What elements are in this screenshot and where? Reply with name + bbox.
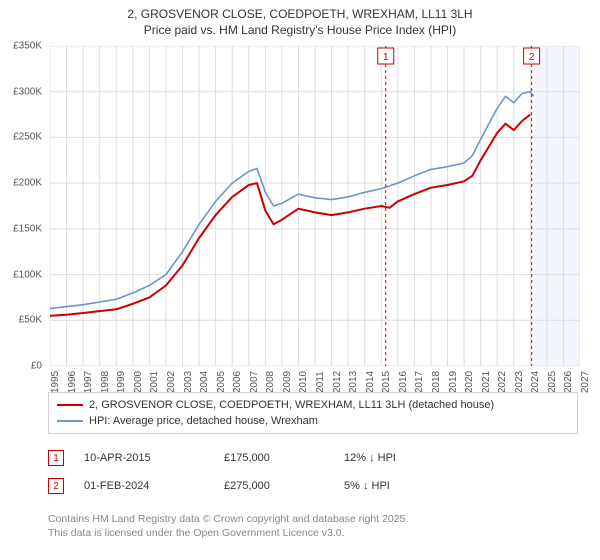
y-tick-label: £350K	[13, 41, 42, 52]
x-tick-label: 2021	[481, 371, 492, 393]
x-tick-label: 2001	[149, 371, 160, 393]
y-tick-label: £0	[31, 361, 42, 372]
chart-plot-area: 12	[50, 46, 580, 366]
x-tick-label: 2011	[315, 371, 326, 393]
y-tick-label: £300K	[13, 86, 42, 97]
x-tick-label: 2019	[448, 371, 459, 393]
y-tick-label: £150K	[13, 223, 42, 234]
legend: 2, GROSVENOR CLOSE, COEDPOETH, WREXHAM, …	[48, 392, 578, 434]
legend-swatch	[57, 420, 83, 422]
marker-delta: 12% ↓ HPI	[344, 452, 464, 464]
x-tick-label: 2020	[464, 371, 475, 393]
x-tick-label: 2007	[249, 371, 260, 393]
svg-text:1: 1	[383, 52, 389, 63]
y-tick-label: £100K	[13, 269, 42, 280]
marker-badge: 2	[48, 478, 64, 494]
x-tick-label: 2008	[265, 371, 276, 393]
x-tick-label: 2025	[547, 371, 558, 393]
y-tick-label: £200K	[13, 178, 42, 189]
x-tick-label: 2027	[580, 371, 591, 393]
marker-price: £275,000	[224, 480, 324, 492]
title-line-2: Price paid vs. HM Land Registry's House …	[0, 22, 600, 38]
x-tick-label: 2023	[514, 371, 525, 393]
legend-label: HPI: Average price, detached house, Wrex…	[89, 415, 318, 427]
title-line-1: 2, GROSVENOR CLOSE, COEDPOETH, WREXHAM, …	[0, 6, 600, 22]
x-tick-label: 2016	[398, 371, 409, 393]
x-tick-label: 2002	[166, 371, 177, 393]
footer-line-1: Contains HM Land Registry data © Crown c…	[48, 512, 578, 526]
x-axis: 1995199619971998199920002001200220032004…	[50, 368, 580, 388]
footer-attribution: Contains HM Land Registry data © Crown c…	[48, 512, 578, 540]
x-tick-label: 1995	[50, 371, 61, 393]
x-tick-label: 2026	[563, 371, 574, 393]
marker-badge: 1	[48, 450, 64, 466]
marker-price: £175,000	[224, 452, 324, 464]
svg-text:2: 2	[529, 52, 535, 63]
x-tick-label: 1996	[67, 371, 78, 393]
marker-table: 1 10-APR-2015 £175,000 12% ↓ HPI 2 01-FEB-202…	[48, 444, 578, 500]
x-tick-label: 2022	[497, 371, 508, 393]
x-tick-label: 2024	[530, 371, 541, 393]
marker-date: 01-FEB-2024	[84, 480, 204, 492]
x-tick-label: 2018	[431, 371, 442, 393]
x-tick-label: 2000	[133, 371, 144, 393]
chart-container: 2, GROSVENOR CLOSE, COEDPOETH, WREXHAM, …	[0, 0, 600, 560]
marker-row: 2 01-FEB-2024 £275,000 5% ↓ HPI	[48, 472, 578, 500]
x-tick-label: 2005	[216, 371, 227, 393]
x-tick-label: 2010	[298, 371, 309, 393]
footer-line-2: This data is licensed under the Open Gov…	[48, 526, 578, 540]
marker-delta: 5% ↓ HPI	[344, 480, 464, 492]
marker-date: 10-APR-2015	[84, 452, 204, 464]
legend-swatch	[57, 404, 83, 406]
x-tick-label: 2017	[414, 371, 425, 393]
y-axis: £0£50K£100K£150K£200K£250K£300K£350K	[0, 46, 46, 366]
x-tick-label: 2013	[348, 371, 359, 393]
x-tick-label: 2015	[381, 371, 392, 393]
legend-item: 2, GROSVENOR CLOSE, COEDPOETH, WREXHAM, …	[57, 397, 569, 413]
x-tick-label: 2012	[332, 371, 343, 393]
legend-item: HPI: Average price, detached house, Wrex…	[57, 413, 569, 429]
chart-title: 2, GROSVENOR CLOSE, COEDPOETH, WREXHAM, …	[0, 0, 600, 38]
x-tick-label: 1998	[100, 371, 111, 393]
x-tick-label: 1997	[83, 371, 94, 393]
y-tick-label: £50K	[19, 315, 42, 326]
x-tick-label: 2004	[199, 371, 210, 393]
x-tick-label: 1999	[116, 371, 127, 393]
x-tick-label: 2009	[282, 371, 293, 393]
y-tick-label: £250K	[13, 132, 42, 143]
marker-row: 1 10-APR-2015 £175,000 12% ↓ HPI	[48, 444, 578, 472]
x-tick-label: 2003	[183, 371, 194, 393]
x-tick-label: 2014	[365, 371, 376, 393]
plot-svg: 12	[50, 46, 580, 366]
legend-label: 2, GROSVENOR CLOSE, COEDPOETH, WREXHAM, …	[89, 399, 494, 411]
x-tick-label: 2006	[232, 371, 243, 393]
